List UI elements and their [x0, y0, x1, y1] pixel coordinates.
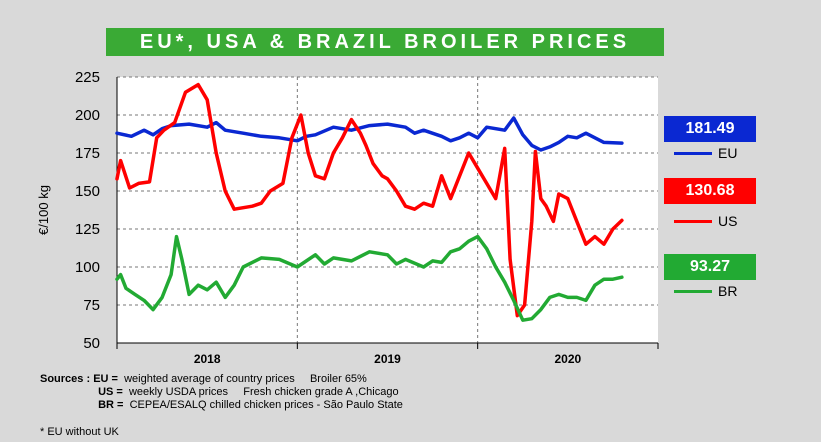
br-value-badge: 93.27 [664, 254, 756, 280]
series-line-eu [115, 116, 624, 152]
x-tick-label: 2020 [554, 352, 581, 366]
br-legend-line [674, 290, 712, 293]
eu-source-text: weighted average of country prices Broil… [124, 373, 367, 385]
eu-legend-label: EU [718, 145, 738, 161]
br-source-key: BR = [98, 399, 124, 411]
eu-source-key: EU = [93, 373, 118, 385]
plot-area [117, 77, 658, 343]
br-source-text: CEPEA/ESALQ chilled chicken prices - São… [129, 399, 403, 411]
sources-note: Sources : EU = weighted average of count… [40, 373, 403, 412]
us-source-text: weekly USDA prices Fresh chicken grade A… [128, 386, 399, 398]
chart-title: EU*, USA & BRAZIL BROILER PRICES [106, 28, 664, 56]
y-axis-label: €/100 kg [36, 185, 51, 235]
y-tick-label: 100 [75, 259, 100, 276]
y-tick-label: 225 [75, 69, 100, 86]
y-tick-label: 125 [75, 221, 100, 238]
series-line-us [115, 82, 624, 318]
footnote: * EU without UK [40, 426, 119, 438]
y-tick-label: 50 [83, 335, 100, 352]
br-legend-label: BR [718, 283, 738, 299]
sources-label: Sources : [40, 373, 91, 385]
x-tick-label: 2018 [194, 352, 221, 366]
us-value-badge: 130.68 [664, 178, 756, 204]
eu-legend-line [674, 152, 712, 155]
y-tick-label: 75 [83, 297, 100, 314]
us-source-key: US = [98, 386, 123, 398]
y-tick-label: 150 [75, 183, 100, 200]
y-tick-label: 175 [75, 145, 100, 162]
us-legend-line [674, 220, 712, 223]
x-tick-label: 2019 [374, 352, 401, 366]
us-legend-label: US [718, 213, 738, 229]
y-tick-label: 200 [75, 107, 100, 124]
series-line-br [115, 234, 624, 322]
eu-value-badge: 181.49 [664, 116, 756, 142]
